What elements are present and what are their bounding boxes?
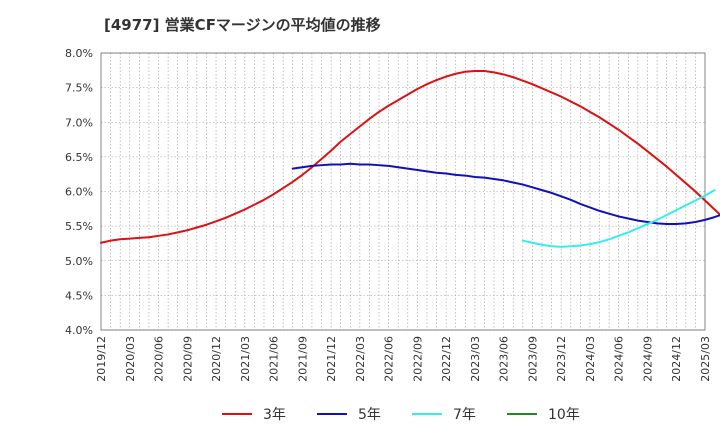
- legend: 3年 5年 7年 10年: [222, 407, 580, 423]
- x-tick-label: 2021/09: [296, 336, 309, 382]
- y-tick-label: 4.5%: [65, 289, 93, 302]
- legend-label-4: 10年: [548, 407, 580, 423]
- x-tick-label: 2022/06: [383, 336, 396, 382]
- x-tick-label: 2024/12: [670, 336, 683, 382]
- x-tick-label: 2019/12: [95, 336, 108, 382]
- x-tick-label: 2021/03: [239, 336, 252, 382]
- chart-title: [4977] 営業CFマージンの平均値の推移: [104, 16, 381, 34]
- y-tick-label: 8.0%: [65, 47, 93, 60]
- grid-layer: [101, 52, 705, 331]
- x-tick-label: 2023/09: [526, 336, 539, 382]
- y-tick-label: 5.5%: [65, 220, 93, 233]
- legend-label-1: 3年: [263, 407, 286, 423]
- x-tick-label: 2023/06: [498, 336, 511, 382]
- x-tick-label: 2022/09: [411, 336, 424, 382]
- x-tick-label: 2023/12: [555, 336, 568, 382]
- y-tick-label: 7.0%: [65, 116, 93, 129]
- y-tick-label: 6.0%: [65, 186, 93, 199]
- x-tick-label: 2022/03: [354, 336, 367, 382]
- x-tick-label: 2021/12: [325, 336, 338, 382]
- x-tick-label: 2020/09: [181, 336, 194, 382]
- x-tick-label: 2022/12: [440, 336, 453, 382]
- x-tick-label: 2024/09: [641, 336, 654, 382]
- y-tick-label: 4.0%: [65, 324, 93, 337]
- x-tick-label: 2024/06: [613, 336, 626, 382]
- x-tick-label: 2023/03: [469, 336, 482, 382]
- x-tick-label: 2020/03: [124, 336, 137, 382]
- plot-border: [100, 52, 706, 331]
- x-tick-label: 2020/06: [153, 336, 166, 382]
- series-layer: [100, 70, 720, 248]
- x-tick-label: 2024/03: [584, 336, 597, 382]
- legend-label-2: 5年: [358, 407, 381, 423]
- series-line-1: [100, 70, 720, 244]
- series-line-3: [521, 189, 716, 248]
- legend-label-3: 7年: [453, 407, 476, 423]
- y-tick-label: 7.5%: [65, 82, 93, 95]
- y-tick-label: 5.0%: [65, 255, 93, 268]
- x-tick-label: 2021/06: [268, 336, 281, 382]
- y-tick-label: 6.5%: [65, 151, 93, 164]
- series-line-2: [291, 162, 720, 226]
- x-tick-label: 2025/03: [699, 336, 712, 382]
- axis-layer: 4.0% 4.5% 5.0% 5.5% 6.0% 6.5% 7.0% 7.5% 8.0% 2019…: [65, 47, 712, 382]
- x-tick-label: 2020/12: [210, 336, 223, 382]
